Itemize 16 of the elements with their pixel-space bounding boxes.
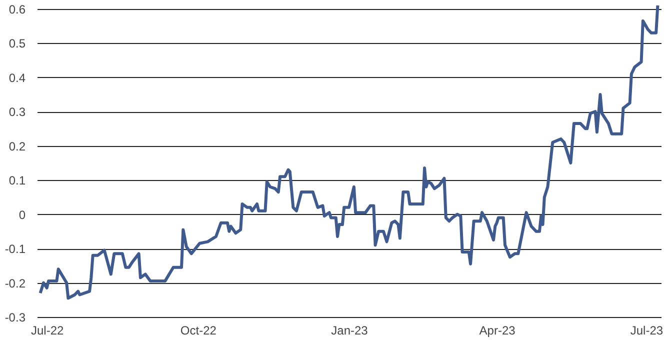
y-tick-label: -0.1 bbox=[4, 242, 26, 256]
y-tick-label: 0.1 bbox=[8, 174, 26, 188]
y-tick-label: 0 bbox=[18, 208, 26, 222]
y-tick-label: -0.2 bbox=[4, 276, 26, 290]
y-tick-label: 0.3 bbox=[8, 105, 26, 120]
x-tick-label: Oct-22 bbox=[180, 324, 217, 338]
x-tick-label: Jan-23 bbox=[331, 324, 368, 338]
line-series bbox=[38, 4, 660, 300]
x-tick-label: Apr-23 bbox=[479, 324, 516, 338]
y-tick-label: 0.5 bbox=[8, 36, 26, 51]
y-tick-label: -0.3 bbox=[4, 310, 26, 324]
x-tick-label: Jul-22 bbox=[31, 324, 64, 338]
y-tick-label: 0.2 bbox=[8, 139, 26, 154]
y-tick-label: 0.6 bbox=[8, 2, 26, 16]
y-tick-label: 0.4 bbox=[8, 70, 26, 85]
x-tick-label: Jul-23 bbox=[630, 324, 664, 338]
